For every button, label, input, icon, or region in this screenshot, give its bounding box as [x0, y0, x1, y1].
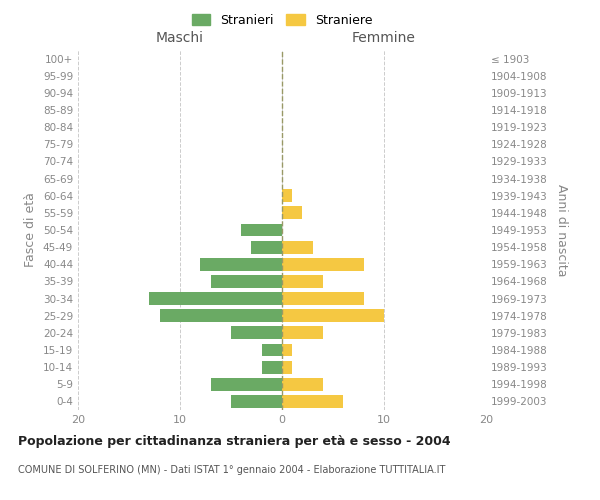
Bar	[211, 275, 282, 288]
Bar	[282, 378, 323, 390]
Bar	[241, 224, 282, 236]
Bar	[231, 395, 282, 408]
Bar	[160, 310, 282, 322]
Bar	[251, 240, 282, 254]
Bar	[282, 275, 323, 288]
Bar	[282, 292, 364, 305]
Bar	[282, 258, 364, 270]
Bar	[282, 344, 292, 356]
Bar	[282, 395, 343, 408]
Bar	[231, 326, 282, 340]
Bar	[282, 206, 302, 220]
Bar	[282, 310, 384, 322]
Bar	[282, 240, 313, 254]
Bar	[200, 258, 282, 270]
Text: COMUNE DI SOLFERINO (MN) - Dati ISTAT 1° gennaio 2004 - Elaborazione TUTTITALIA.: COMUNE DI SOLFERINO (MN) - Dati ISTAT 1°…	[18, 465, 445, 475]
Bar	[262, 360, 282, 374]
Bar	[282, 190, 292, 202]
Bar	[282, 360, 292, 374]
Text: Maschi: Maschi	[156, 31, 204, 45]
Bar	[211, 378, 282, 390]
Text: Popolazione per cittadinanza straniera per età e sesso - 2004: Popolazione per cittadinanza straniera p…	[18, 435, 451, 448]
Y-axis label: Fasce di età: Fasce di età	[25, 192, 37, 268]
Legend: Stranieri, Straniere: Stranieri, Straniere	[187, 8, 377, 32]
Y-axis label: Anni di nascita: Anni di nascita	[556, 184, 568, 276]
Bar	[149, 292, 282, 305]
Bar	[262, 344, 282, 356]
Bar	[282, 326, 323, 340]
Text: Femmine: Femmine	[352, 31, 416, 45]
